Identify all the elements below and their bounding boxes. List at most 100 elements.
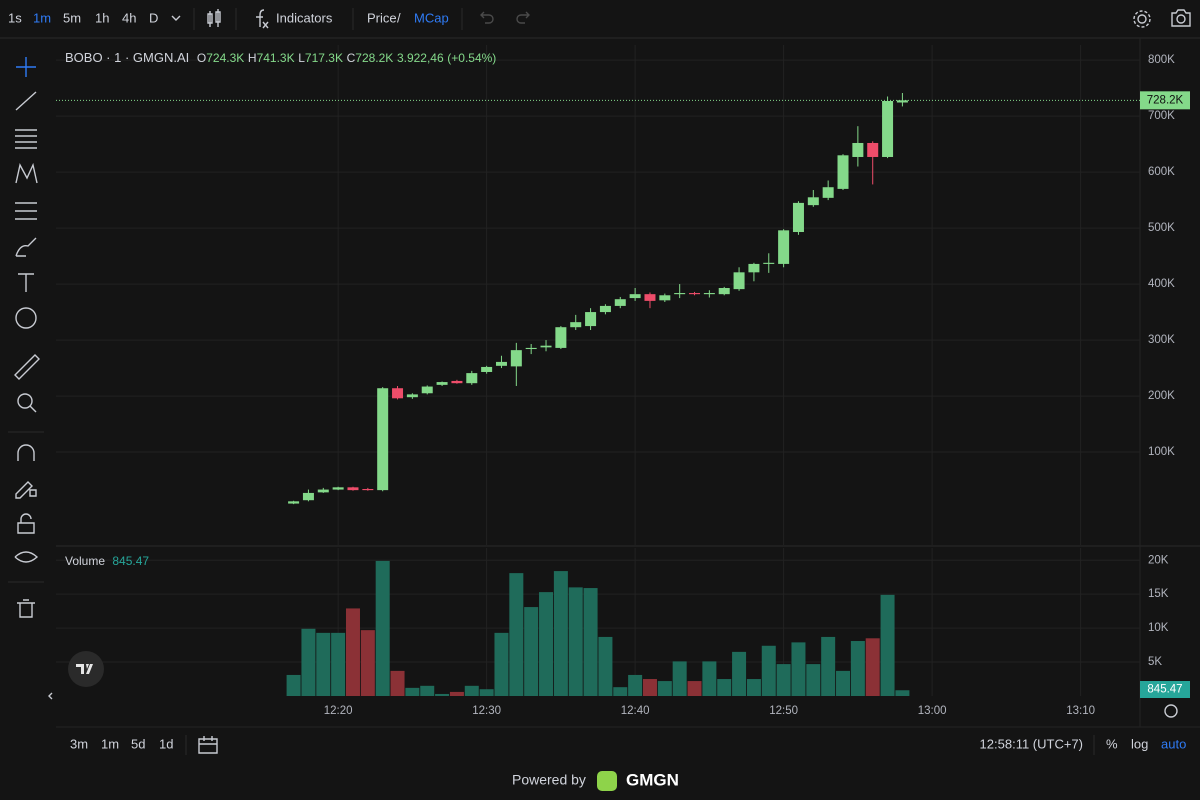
volume-bar: [865, 638, 880, 696]
volume-bar: [420, 685, 435, 696]
volume-bar: [732, 651, 747, 696]
crosshair-tool[interactable]: [16, 57, 36, 77]
range-button[interactable]: 3m: [70, 736, 88, 751]
x-tick-label: 12:50: [769, 705, 798, 717]
legend-label: O: [197, 51, 206, 65]
ruler-tool[interactable]: [14, 354, 40, 380]
interval-button[interactable]: 1s: [8, 10, 22, 25]
emoji-tool[interactable]: [15, 307, 37, 329]
screenshot-icon[interactable]: [1171, 9, 1191, 27]
x-tick-label: 12:30: [472, 705, 501, 717]
y-tick-label: 600K: [1148, 166, 1175, 178]
volume-bar: [791, 642, 806, 696]
candle-body: [659, 295, 671, 301]
interval-button[interactable]: 4h: [122, 10, 136, 25]
candle-body: [599, 305, 611, 313]
brush-tool[interactable]: [15, 237, 37, 257]
candle-body: [703, 293, 715, 295]
magnet-tool[interactable]: [17, 444, 35, 461]
screenshot-icon-lens: [1176, 14, 1186, 24]
volume-bar: [702, 661, 717, 696]
bottom-toolbar: 3m 1m 5d 1d 12:58:11 (UTC+7) % log auto …: [70, 735, 1186, 791]
range-button[interactable]: 1m: [101, 736, 119, 751]
candle-body: [852, 142, 864, 157]
interval-button[interactable]: 1h: [95, 10, 109, 25]
y-tick-label: 10K: [1148, 622, 1169, 634]
volume-bar: [390, 670, 405, 696]
range-button[interactable]: 5d: [131, 736, 145, 751]
volume-bar: [672, 661, 687, 696]
dropdown-icon[interactable]: [171, 15, 181, 21]
legend-value: 728.2K: [355, 51, 393, 65]
lock-drawing-tool[interactable]: [15, 481, 37, 499]
text-tool[interactable]: [18, 273, 34, 292]
collapse-icon[interactable]: [48, 692, 53, 700]
volume-bar: [345, 608, 360, 696]
price-toggle[interactable]: Price: [367, 10, 397, 25]
candle-body: [614, 299, 626, 306]
tradingview-logo[interactable]: [68, 651, 104, 687]
axis-settings-icon[interactable]: [1164, 704, 1178, 718]
volume-bar: [539, 592, 554, 696]
x-tick-label: 12:20: [324, 705, 353, 717]
zoom-tool[interactable]: [17, 393, 33, 409]
candle-body: [510, 350, 522, 367]
candle-body: [644, 294, 656, 301]
visibility-tool[interactable]: [14, 551, 39, 563]
y-tick-label: 700K: [1148, 110, 1175, 122]
volume-bar: [553, 571, 568, 696]
redo-icon[interactable]: [516, 11, 530, 24]
candle-body: [733, 272, 745, 290]
candle-body: [629, 294, 641, 299]
marks: [56, 92, 1140, 696]
trendline-tool[interactable]: [15, 91, 37, 111]
brand-name: GMGN: [626, 770, 679, 789]
candle-body: [332, 487, 344, 490]
goto-date-icon[interactable]: [198, 736, 218, 754]
percent-toggle[interactable]: %: [1106, 736, 1118, 751]
interval-button[interactable]: 5m: [63, 10, 81, 25]
candle-body: [481, 366, 493, 372]
settings-icon[interactable]: [1137, 14, 1147, 24]
zoom-tool-handle: [29, 405, 37, 413]
candle-body: [406, 394, 418, 398]
candle-body: [867, 142, 879, 157]
legend-change: 3.922,46: [397, 51, 444, 65]
delete-tool[interactable]: [17, 599, 35, 618]
candle-body: [362, 489, 374, 491]
last-price-label: 728.2K: [1147, 94, 1184, 106]
legend-value: 717.3K: [305, 51, 343, 65]
volume-bar: [687, 681, 702, 696]
pattern-tool[interactable]: [15, 162, 38, 184]
range-button[interactable]: 1d: [159, 736, 173, 751]
volume-bar: [494, 632, 509, 696]
candle-type-icon[interactable]: [207, 9, 221, 27]
brand-logo: [597, 771, 617, 791]
y-tick-label: 300K: [1148, 334, 1175, 346]
volume-bar: [657, 681, 672, 696]
y-tick-label: 15K: [1148, 588, 1169, 600]
projection-tool[interactable]: [15, 202, 37, 220]
fib-tool[interactable]: [15, 129, 37, 149]
log-toggle[interactable]: log: [1131, 736, 1148, 751]
candle-body: [347, 487, 359, 491]
last-price-tag: [1140, 91, 1190, 110]
candle-body: [302, 492, 314, 501]
auto-toggle[interactable]: auto: [1161, 736, 1186, 751]
legend-change-pct: (+0.54%): [447, 51, 496, 65]
indicators-button[interactable]: Indicators: [276, 10, 333, 25]
interval-button[interactable]: 1m: [33, 10, 51, 25]
interval-button[interactable]: D: [149, 10, 158, 25]
lock-tool[interactable]: [17, 513, 35, 534]
undo-icon[interactable]: [480, 11, 494, 24]
last-volume-label: 845.47: [1147, 684, 1182, 696]
candle-body: [792, 202, 804, 233]
indicators-icon[interactable]: [256, 9, 269, 29]
grid: [56, 45, 1140, 696]
volume-bar: [806, 664, 821, 696]
candle-body: [674, 293, 686, 295]
candle-body: [555, 327, 567, 348]
left-toolbar: [8, 57, 53, 700]
mcap-toggle[interactable]: MCap: [414, 10, 449, 25]
candle-body: [896, 100, 908, 103]
